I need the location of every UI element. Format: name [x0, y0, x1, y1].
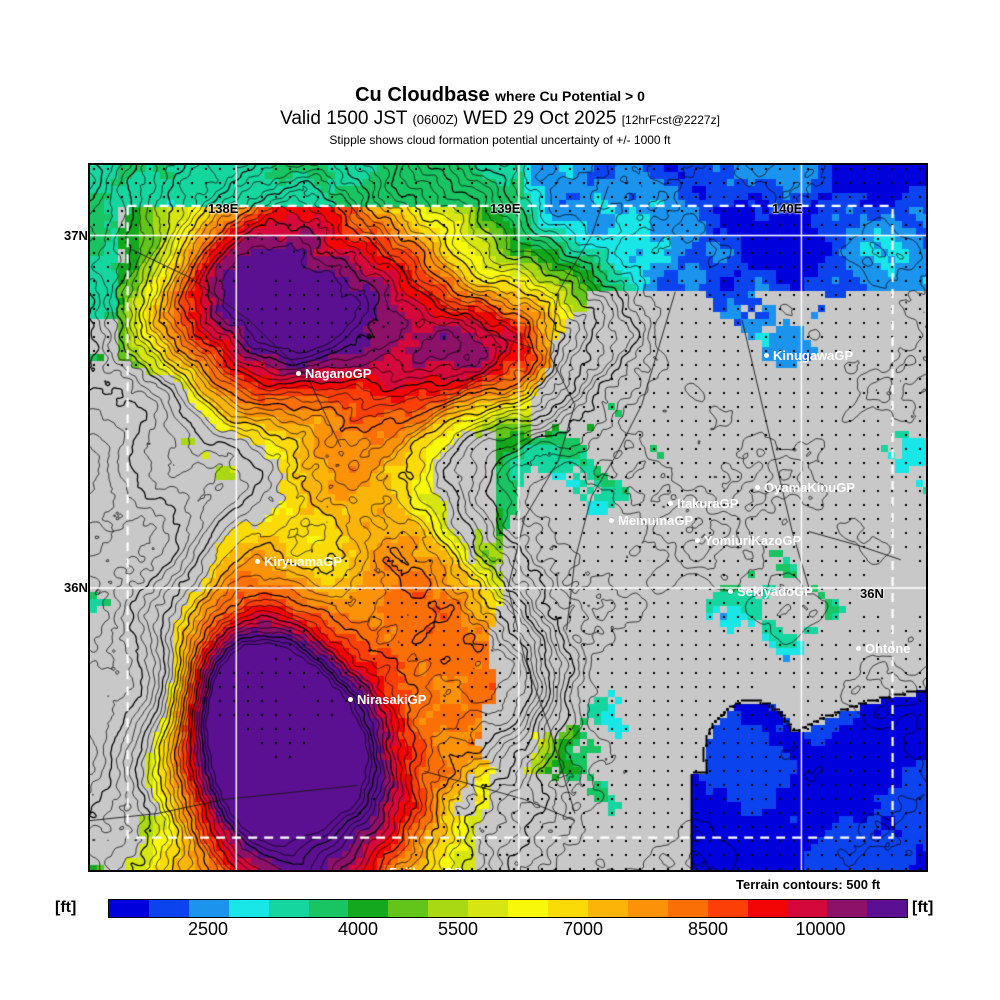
weather-map[interactable]: 138E139E140E138E139E36N NaganoGPKinugawa…: [88, 163, 928, 872]
station-dot-icon: [380, 870, 385, 872]
station-label: MemumaGP: [618, 513, 694, 529]
colorbar-swatch-8: [428, 900, 469, 917]
graticule-lon-140e: 140E: [772, 201, 803, 216]
colorbar-swatch-3: [228, 900, 269, 917]
station-label: ItakuraGP: [677, 496, 739, 512]
lat-label-37n-left: 37N: [64, 228, 88, 243]
station-dot-icon: [755, 485, 760, 491]
station-marker-ohtone[interactable]: Ohtone: [856, 641, 911, 655]
colorbar-swatch-2: [188, 900, 229, 917]
colorbar-swatch-6: [348, 900, 389, 917]
station-dot-icon: [668, 501, 673, 507]
station-dot-icon: [856, 646, 861, 652]
lat-label-36n-left: 36N: [64, 580, 88, 595]
colorbar-swatch-4: [268, 900, 309, 917]
station-label: OyamaKinuGP: [764, 480, 856, 496]
station-dot-icon: [296, 371, 301, 377]
title-block: Cu Cloudbase where Cu Potential > 0 Vali…: [0, 84, 1000, 148]
station-label: NirasakiGP: [357, 692, 427, 708]
colorbar-tick-5500: 5500: [437, 919, 479, 939]
station-dot-icon: [255, 559, 260, 565]
valid-date: WED 29 Oct 2025: [463, 108, 617, 129]
colorbar-swatches: [108, 899, 908, 918]
terrain-contour-note: Terrain contours: 500 ft: [736, 877, 881, 892]
title-main-text: Cu Cloudbase: [355, 84, 490, 106]
station-marker-itakuragp[interactable]: ItakuraGP: [668, 496, 738, 510]
colorbar-swatch-5: [308, 900, 349, 917]
station-marker-fujikawagp[interactable]: FujikawaGP: [380, 865, 463, 872]
station-label: KiryuamaGP: [264, 554, 343, 570]
station-dot-icon: [348, 697, 353, 703]
station-marker-nirasakigp[interactable]: NirasakiGP: [348, 692, 426, 706]
colorbar-tick-8500: 8500: [687, 919, 729, 939]
station-marker-naganogp[interactable]: NaganoGP: [296, 366, 371, 380]
station-dot-icon: [728, 589, 733, 595]
graticule-lon-138e: 138E: [208, 201, 239, 216]
station-dot-icon: [764, 353, 769, 359]
stipple-note: Stipple shows cloud formation potential …: [329, 133, 671, 147]
station-label: YomiuriKazoGP: [704, 533, 802, 549]
chart-subtitle: Valid 1500 JST (0600Z) WED 29 Oct 2025 […: [0, 107, 1000, 132]
colorbar-swatch-13: [627, 900, 668, 917]
colorbar-swatch-11: [547, 900, 588, 917]
station-label: Ohtone: [865, 641, 911, 657]
station-marker-kiryuamagp[interactable]: KiryuamaGP: [255, 554, 342, 568]
station-label: KinugawaGP: [773, 348, 854, 364]
station-dot-icon: [609, 518, 614, 524]
station-marker-yomiurikazogp[interactable]: YomiuriKazoGP: [695, 533, 801, 547]
colorbar-unit-left: [ft]: [55, 899, 77, 916]
station-label: FujikawaGP: [389, 865, 463, 870]
colorbar-swatch-10: [508, 900, 548, 917]
colorbar-tick-2500: 2500: [187, 919, 229, 939]
colorbar-swatch-17: [787, 900, 828, 917]
map-field-canvas: [90, 165, 926, 870]
station-dot-icon: [695, 538, 700, 544]
colorbar-swatch-1: [148, 900, 189, 917]
graticule-lat-36n: 36N: [860, 586, 884, 601]
colorbar-swatch-19: [867, 900, 908, 917]
station-marker-sekiyadogp[interactable]: SekiyadoGP: [728, 584, 813, 598]
colorbar-swatch-7: [388, 900, 429, 917]
valid-utc: (0600Z): [412, 112, 458, 127]
title-main-suffix: where Cu Potential > 0: [495, 88, 645, 104]
colorbar: [ft] [ft] 2500 4000 5500 7000 8500 10000: [0, 897, 1000, 943]
graticule-lon-139e: 139E: [490, 201, 521, 216]
colorbar-swatch-0: [109, 900, 149, 917]
forecast-tag: [12hrFcst@2227z]: [621, 113, 720, 127]
station-marker-kinugawagp[interactable]: KinugawaGP: [764, 348, 853, 362]
colorbar-unit-right: [ft]: [912, 899, 934, 916]
station-marker-memumagp[interactable]: MemumaGP: [609, 513, 693, 527]
chart-title: Cu Cloudbase where Cu Potential > 0: [0, 84, 1000, 107]
colorbar-swatch-9: [468, 900, 509, 917]
colorbar-swatch-15: [707, 900, 748, 917]
colorbar-tick-7000: 7000: [563, 919, 604, 939]
colorbar-swatch-14: [667, 900, 708, 917]
colorbar-tick-10000: 10000: [795, 919, 846, 939]
colorbar-swatch-16: [747, 900, 788, 917]
valid-prefix: Valid 1500 JST: [280, 108, 408, 129]
colorbar-tick-labels: 2500 4000 5500 7000 8500 10000: [108, 919, 908, 943]
station-marker-oyamakinugp[interactable]: OyamaKinuGP: [755, 480, 855, 494]
colorbar-swatch-12: [587, 900, 628, 917]
colorbar-swatch-18: [827, 900, 868, 917]
colorbar-tick-4000: 4000: [337, 919, 379, 939]
station-label: SekiyadoGP: [737, 584, 813, 600]
station-label: NaganoGP: [305, 366, 372, 382]
